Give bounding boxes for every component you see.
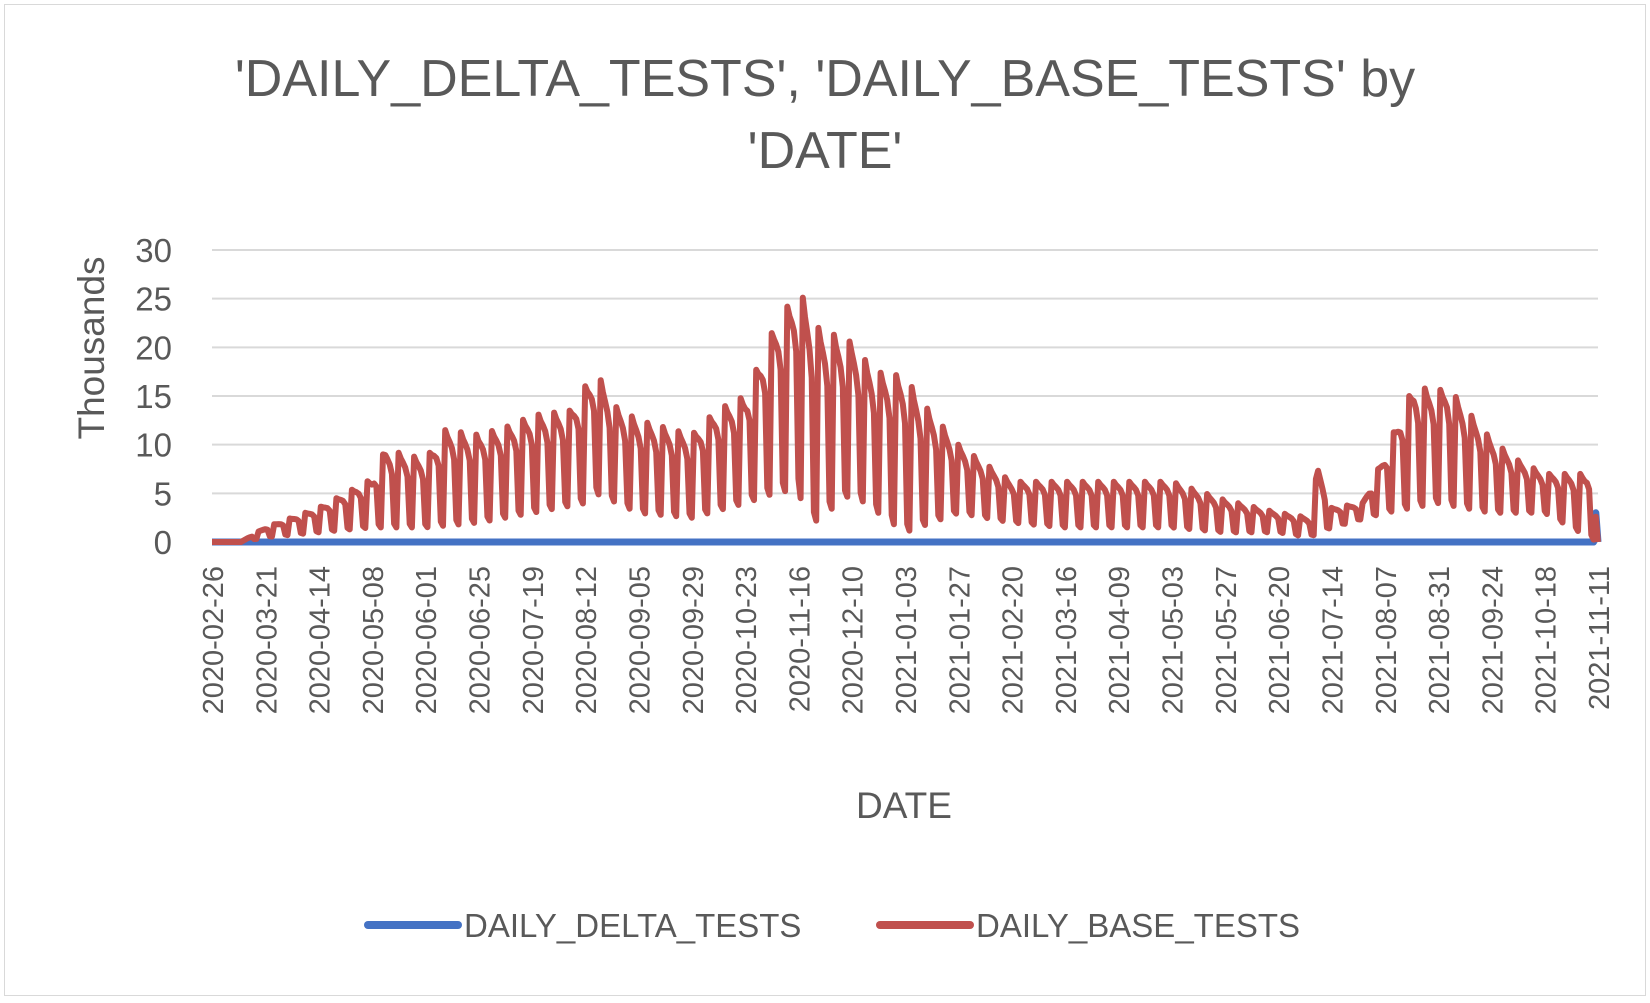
y-tick-label: 10 [135, 427, 172, 464]
x-tick-label: 2020-07-19 [518, 566, 550, 714]
chart-title-line-2: 'DATE' [748, 122, 903, 180]
legend-label-base: DAILY_BASE_TESTS [976, 907, 1300, 944]
series-lines [211, 294, 1602, 546]
x-tick-label: 2021-09-24 [1477, 566, 1509, 714]
x-tick-label: 2021-02-20 [998, 566, 1030, 714]
x-tick-label: 2021-05-27 [1211, 566, 1243, 714]
x-tick-label: 2021-10-18 [1531, 566, 1563, 714]
x-tick-label: 2021-01-27 [944, 566, 976, 714]
x-tick-label: 2020-11-16 [784, 566, 816, 712]
x-tick-label: 2021-04-09 [1104, 566, 1136, 714]
y-axis-title: Thousands [71, 256, 112, 439]
y-tick-label: 15 [135, 378, 172, 415]
x-tick-label: 2021-06-20 [1264, 566, 1296, 714]
legend-item-delta: DAILY_DELTA_TESTS [364, 907, 801, 944]
x-tick-label: 2021-11-11 [1584, 566, 1616, 710]
x-axis-title: DATE [856, 785, 952, 826]
legend: DAILY_DELTA_TESTS DAILY_BASE_TESTS [364, 907, 1300, 944]
x-tick-label: 2020-09-05 [624, 566, 656, 714]
x-tick-label: 2021-08-31 [1424, 566, 1456, 714]
y-tick-label: 0 [154, 524, 172, 561]
series-line-base [211, 294, 1601, 545]
x-axis-ticks: 2020-02-26 2020-03-21 2020-04-14 2020-05-08… [198, 566, 1616, 714]
y-tick-label: 20 [135, 329, 172, 366]
x-tick-label: 2021-08-07 [1371, 566, 1403, 714]
y-axis-ticks: 0 5 10 15 20 25 30 [135, 232, 172, 561]
chart-title-line-1: 'DAILY_DELTA_TESTS', 'DAILY_BASE_TESTS' … [235, 50, 1415, 108]
x-tick-label: 2020-03-21 [251, 566, 283, 714]
x-tick-label: 2020-08-12 [571, 566, 603, 714]
y-tick-label: 30 [135, 232, 172, 269]
x-tick-label: 2020-10-23 [731, 566, 763, 714]
x-tick-label: 2021-07-14 [1317, 566, 1349, 714]
y-tick-label: 5 [154, 475, 172, 512]
x-tick-label: 2020-05-08 [358, 566, 390, 714]
legend-label-delta: DAILY_DELTA_TESTS [464, 907, 801, 944]
x-tick-label: 2020-06-01 [411, 566, 443, 714]
x-tick-label: 2021-05-03 [1158, 566, 1190, 714]
x-tick-label: 2021-01-03 [891, 566, 923, 714]
x-tick-label: 2021-03-16 [1051, 566, 1083, 714]
x-tick-label: 2020-04-14 [305, 566, 337, 714]
x-tick-label: 2020-06-25 [465, 566, 497, 714]
x-tick-label: 2020-12-10 [838, 566, 870, 714]
x-tick-label: 2020-02-26 [198, 566, 230, 714]
y-tick-label: 25 [135, 281, 172, 318]
x-tick-label: 2020-09-29 [678, 566, 710, 714]
legend-item-base: DAILY_BASE_TESTS [876, 907, 1300, 944]
